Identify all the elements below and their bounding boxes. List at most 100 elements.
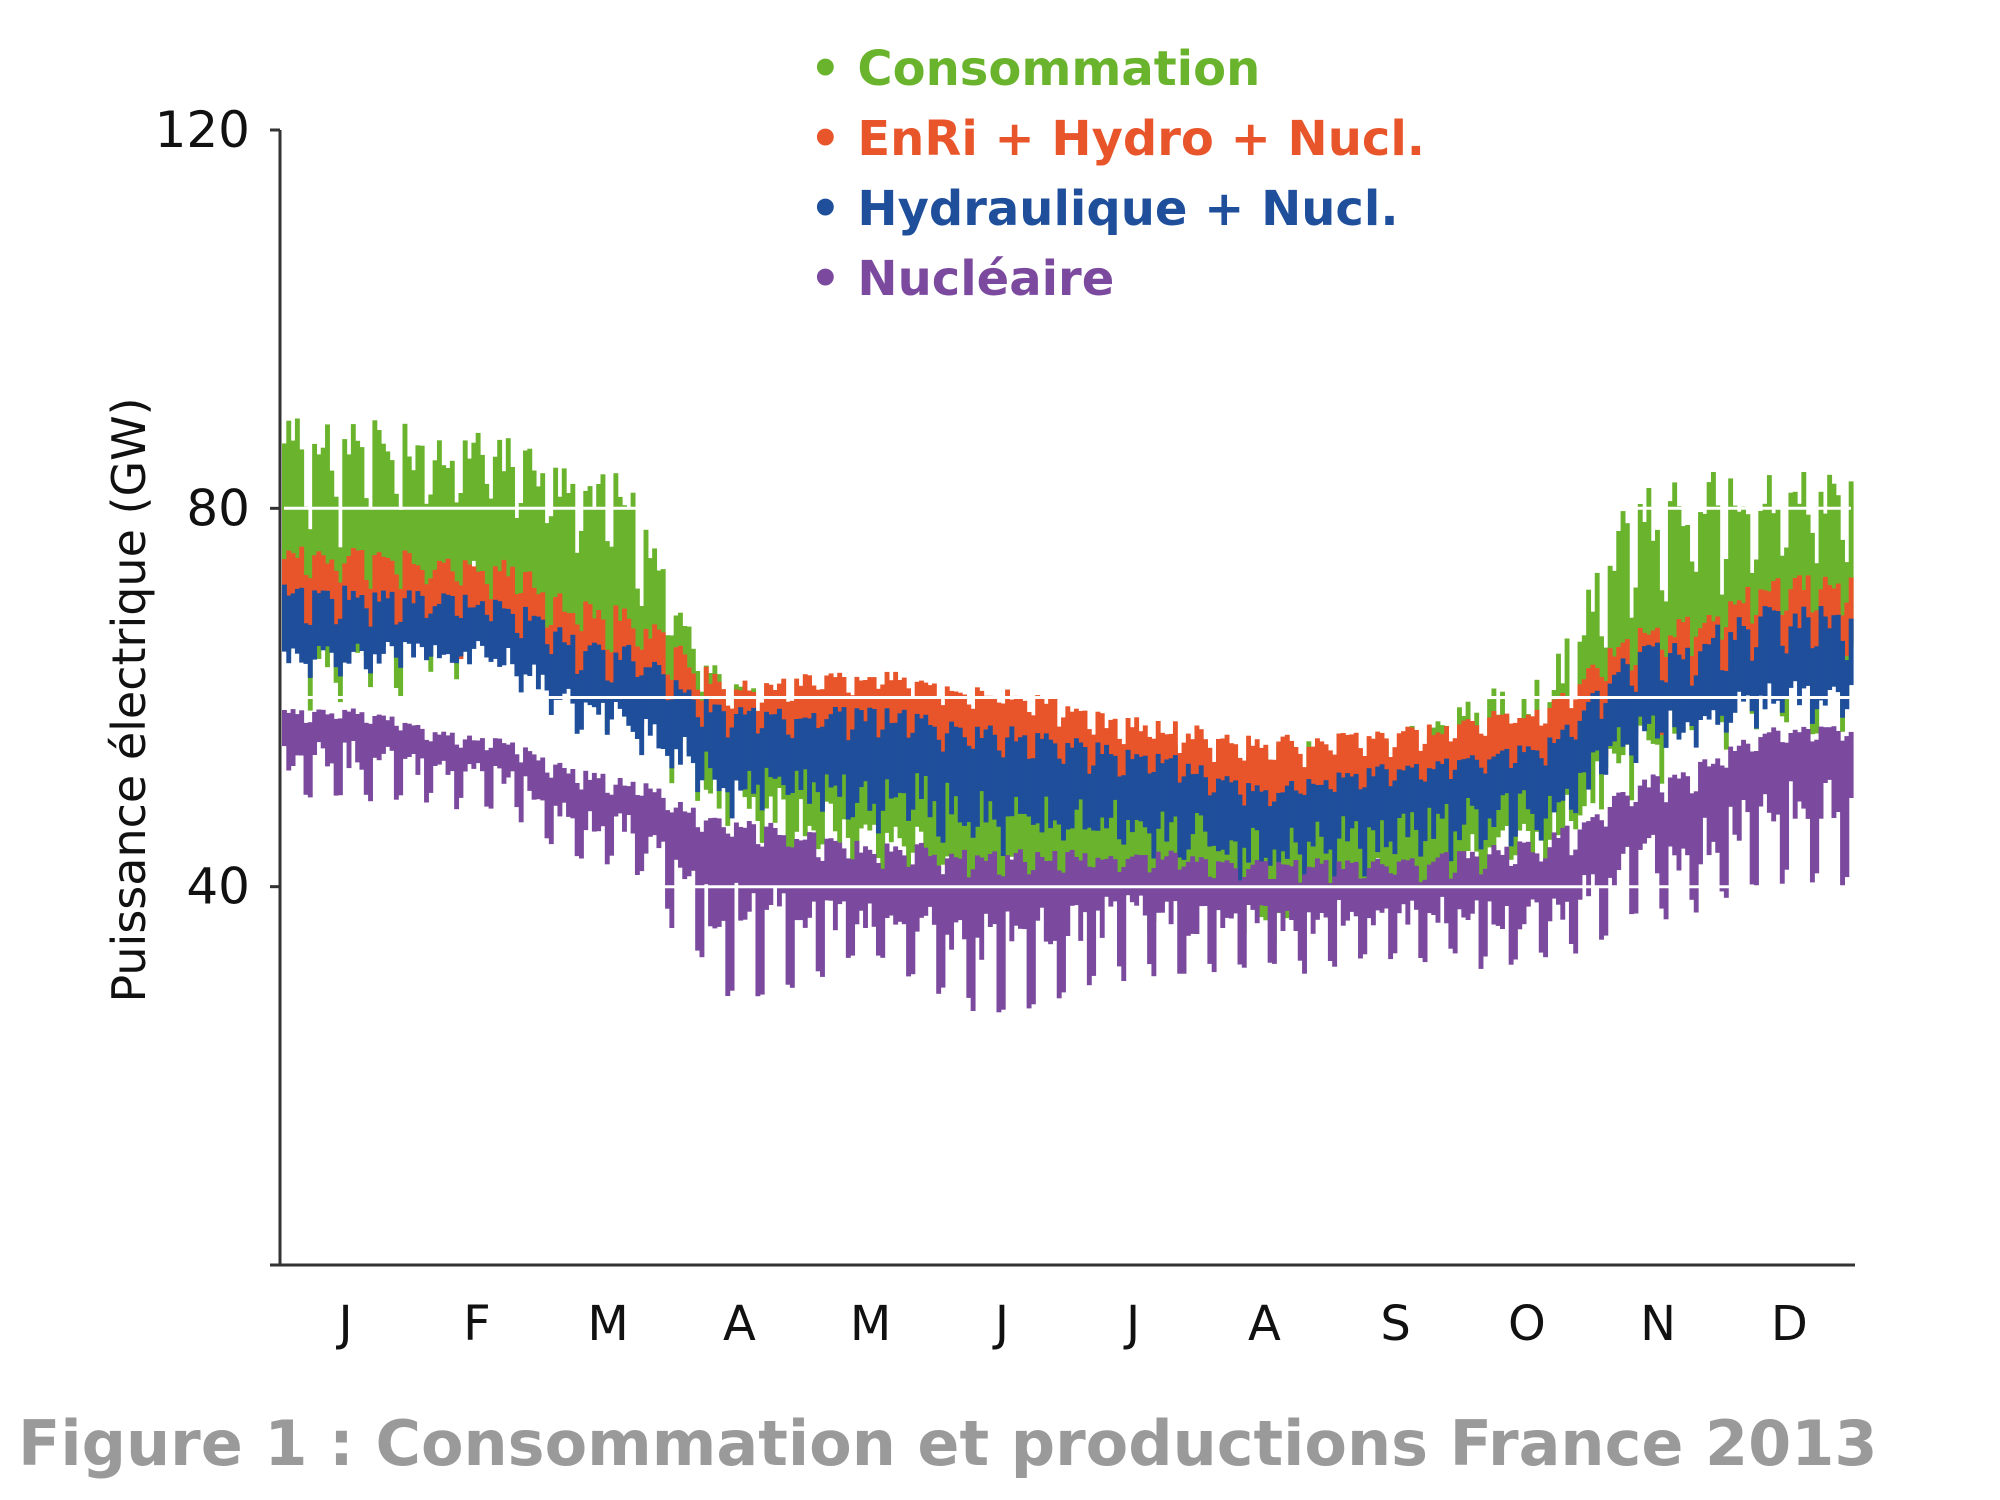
series-bar bbox=[1844, 602, 1850, 657]
series-bar bbox=[1134, 754, 1140, 820]
series-bar bbox=[1431, 861, 1437, 915]
series-bar bbox=[1560, 693, 1566, 741]
series-bar bbox=[1220, 780, 1226, 850]
series-bar bbox=[1491, 845, 1497, 925]
series-bar bbox=[789, 847, 795, 988]
series-bar bbox=[1332, 876, 1338, 967]
series-bar bbox=[1065, 706, 1071, 763]
series-bar bbox=[798, 718, 804, 790]
series-bar bbox=[639, 795, 645, 872]
series-bar bbox=[974, 687, 980, 743]
series-bar bbox=[492, 566, 498, 619]
series-bar bbox=[1129, 759, 1135, 833]
series-bar bbox=[1177, 782, 1183, 858]
series-bar bbox=[1211, 878, 1217, 973]
series-bar bbox=[1091, 807, 1097, 898]
series-bar bbox=[1306, 746, 1312, 808]
series-bar bbox=[1848, 618, 1854, 686]
series-bar bbox=[1228, 743, 1234, 807]
series-bar bbox=[677, 645, 683, 713]
series-bar bbox=[738, 826, 744, 921]
series-bar bbox=[467, 607, 472, 665]
series-bar bbox=[1831, 483, 1837, 644]
series-bar bbox=[561, 642, 567, 694]
series-bar bbox=[1766, 475, 1772, 634]
series-bar bbox=[518, 762, 524, 823]
series-bar bbox=[1280, 736, 1286, 809]
series-bar bbox=[479, 601, 485, 646]
series-bar bbox=[1181, 742, 1187, 807]
series-bar bbox=[1689, 561, 1695, 731]
series-bar bbox=[488, 747, 494, 809]
series-bar bbox=[363, 580, 369, 630]
series-bar bbox=[1474, 759, 1480, 810]
series-bar bbox=[712, 817, 718, 929]
series-bar bbox=[1702, 759, 1708, 818]
series-bar bbox=[372, 716, 378, 758]
series-bar bbox=[1117, 822, 1122, 916]
series-bar bbox=[1030, 814, 1036, 910]
series-bar bbox=[368, 626, 373, 674]
series-bar bbox=[1650, 774, 1656, 835]
series-bar bbox=[307, 578, 313, 654]
series-bar bbox=[1762, 733, 1768, 795]
series-bar bbox=[772, 828, 778, 886]
series-bar bbox=[824, 719, 830, 775]
series-bar bbox=[359, 712, 365, 770]
series-bar bbox=[1362, 878, 1368, 955]
series-bar bbox=[1508, 768, 1514, 847]
series-bar bbox=[845, 858, 851, 958]
series-bar bbox=[1366, 868, 1372, 919]
series-bar bbox=[1314, 738, 1320, 810]
series-bar bbox=[1052, 851, 1058, 941]
series-bar bbox=[1241, 760, 1247, 837]
series-bar bbox=[510, 566, 516, 625]
series-bar bbox=[471, 740, 477, 769]
series-bar bbox=[686, 689, 692, 757]
series-bar bbox=[1642, 779, 1647, 844]
series-bar bbox=[1426, 864, 1432, 914]
series-bar bbox=[673, 680, 679, 750]
series-bar bbox=[1624, 523, 1630, 745]
series-bar bbox=[376, 430, 382, 599]
series-bar bbox=[1358, 804, 1363, 918]
series-bar bbox=[1611, 674, 1617, 742]
legend-label: EnRi + Hydro + Nucl. bbox=[857, 111, 1425, 167]
series-bar bbox=[1599, 677, 1604, 743]
series-bar bbox=[1784, 742, 1790, 870]
series-bar bbox=[733, 714, 739, 781]
series-bar bbox=[557, 627, 563, 700]
series-bar bbox=[811, 832, 817, 902]
series-bar bbox=[927, 856, 933, 907]
series-bar bbox=[1814, 646, 1820, 710]
series-bar bbox=[1827, 628, 1833, 690]
x-tick-label: S bbox=[1380, 1296, 1410, 1352]
series-bar bbox=[1659, 680, 1665, 733]
series-bar bbox=[798, 840, 804, 921]
series-bar bbox=[329, 559, 335, 618]
series-bar bbox=[1594, 690, 1600, 751]
series-bar bbox=[888, 723, 894, 799]
legend-item: • Hydraulique + Nucl. bbox=[810, 181, 1399, 237]
series-bar bbox=[1624, 795, 1630, 847]
series-bar bbox=[475, 604, 481, 642]
series-bar bbox=[471, 607, 477, 649]
series-bar bbox=[1112, 718, 1118, 791]
series-bar bbox=[776, 835, 782, 907]
legend-label: Consommation bbox=[857, 41, 1260, 97]
series-bar bbox=[893, 671, 899, 756]
series-bar bbox=[596, 778, 602, 832]
x-tick-label: M bbox=[850, 1296, 891, 1352]
series-bar bbox=[1323, 780, 1329, 854]
series-bar bbox=[1573, 699, 1579, 766]
series-bar bbox=[531, 470, 537, 598]
series-bar bbox=[574, 673, 580, 734]
series-bar bbox=[1353, 766, 1359, 890]
series-bar bbox=[1646, 488, 1652, 741]
series-bar bbox=[1078, 711, 1084, 761]
series-bar bbox=[1198, 857, 1204, 907]
series-bar bbox=[449, 460, 455, 589]
series-bar bbox=[527, 571, 533, 652]
series-bar bbox=[1319, 784, 1325, 837]
series-bar bbox=[1000, 703, 1006, 801]
